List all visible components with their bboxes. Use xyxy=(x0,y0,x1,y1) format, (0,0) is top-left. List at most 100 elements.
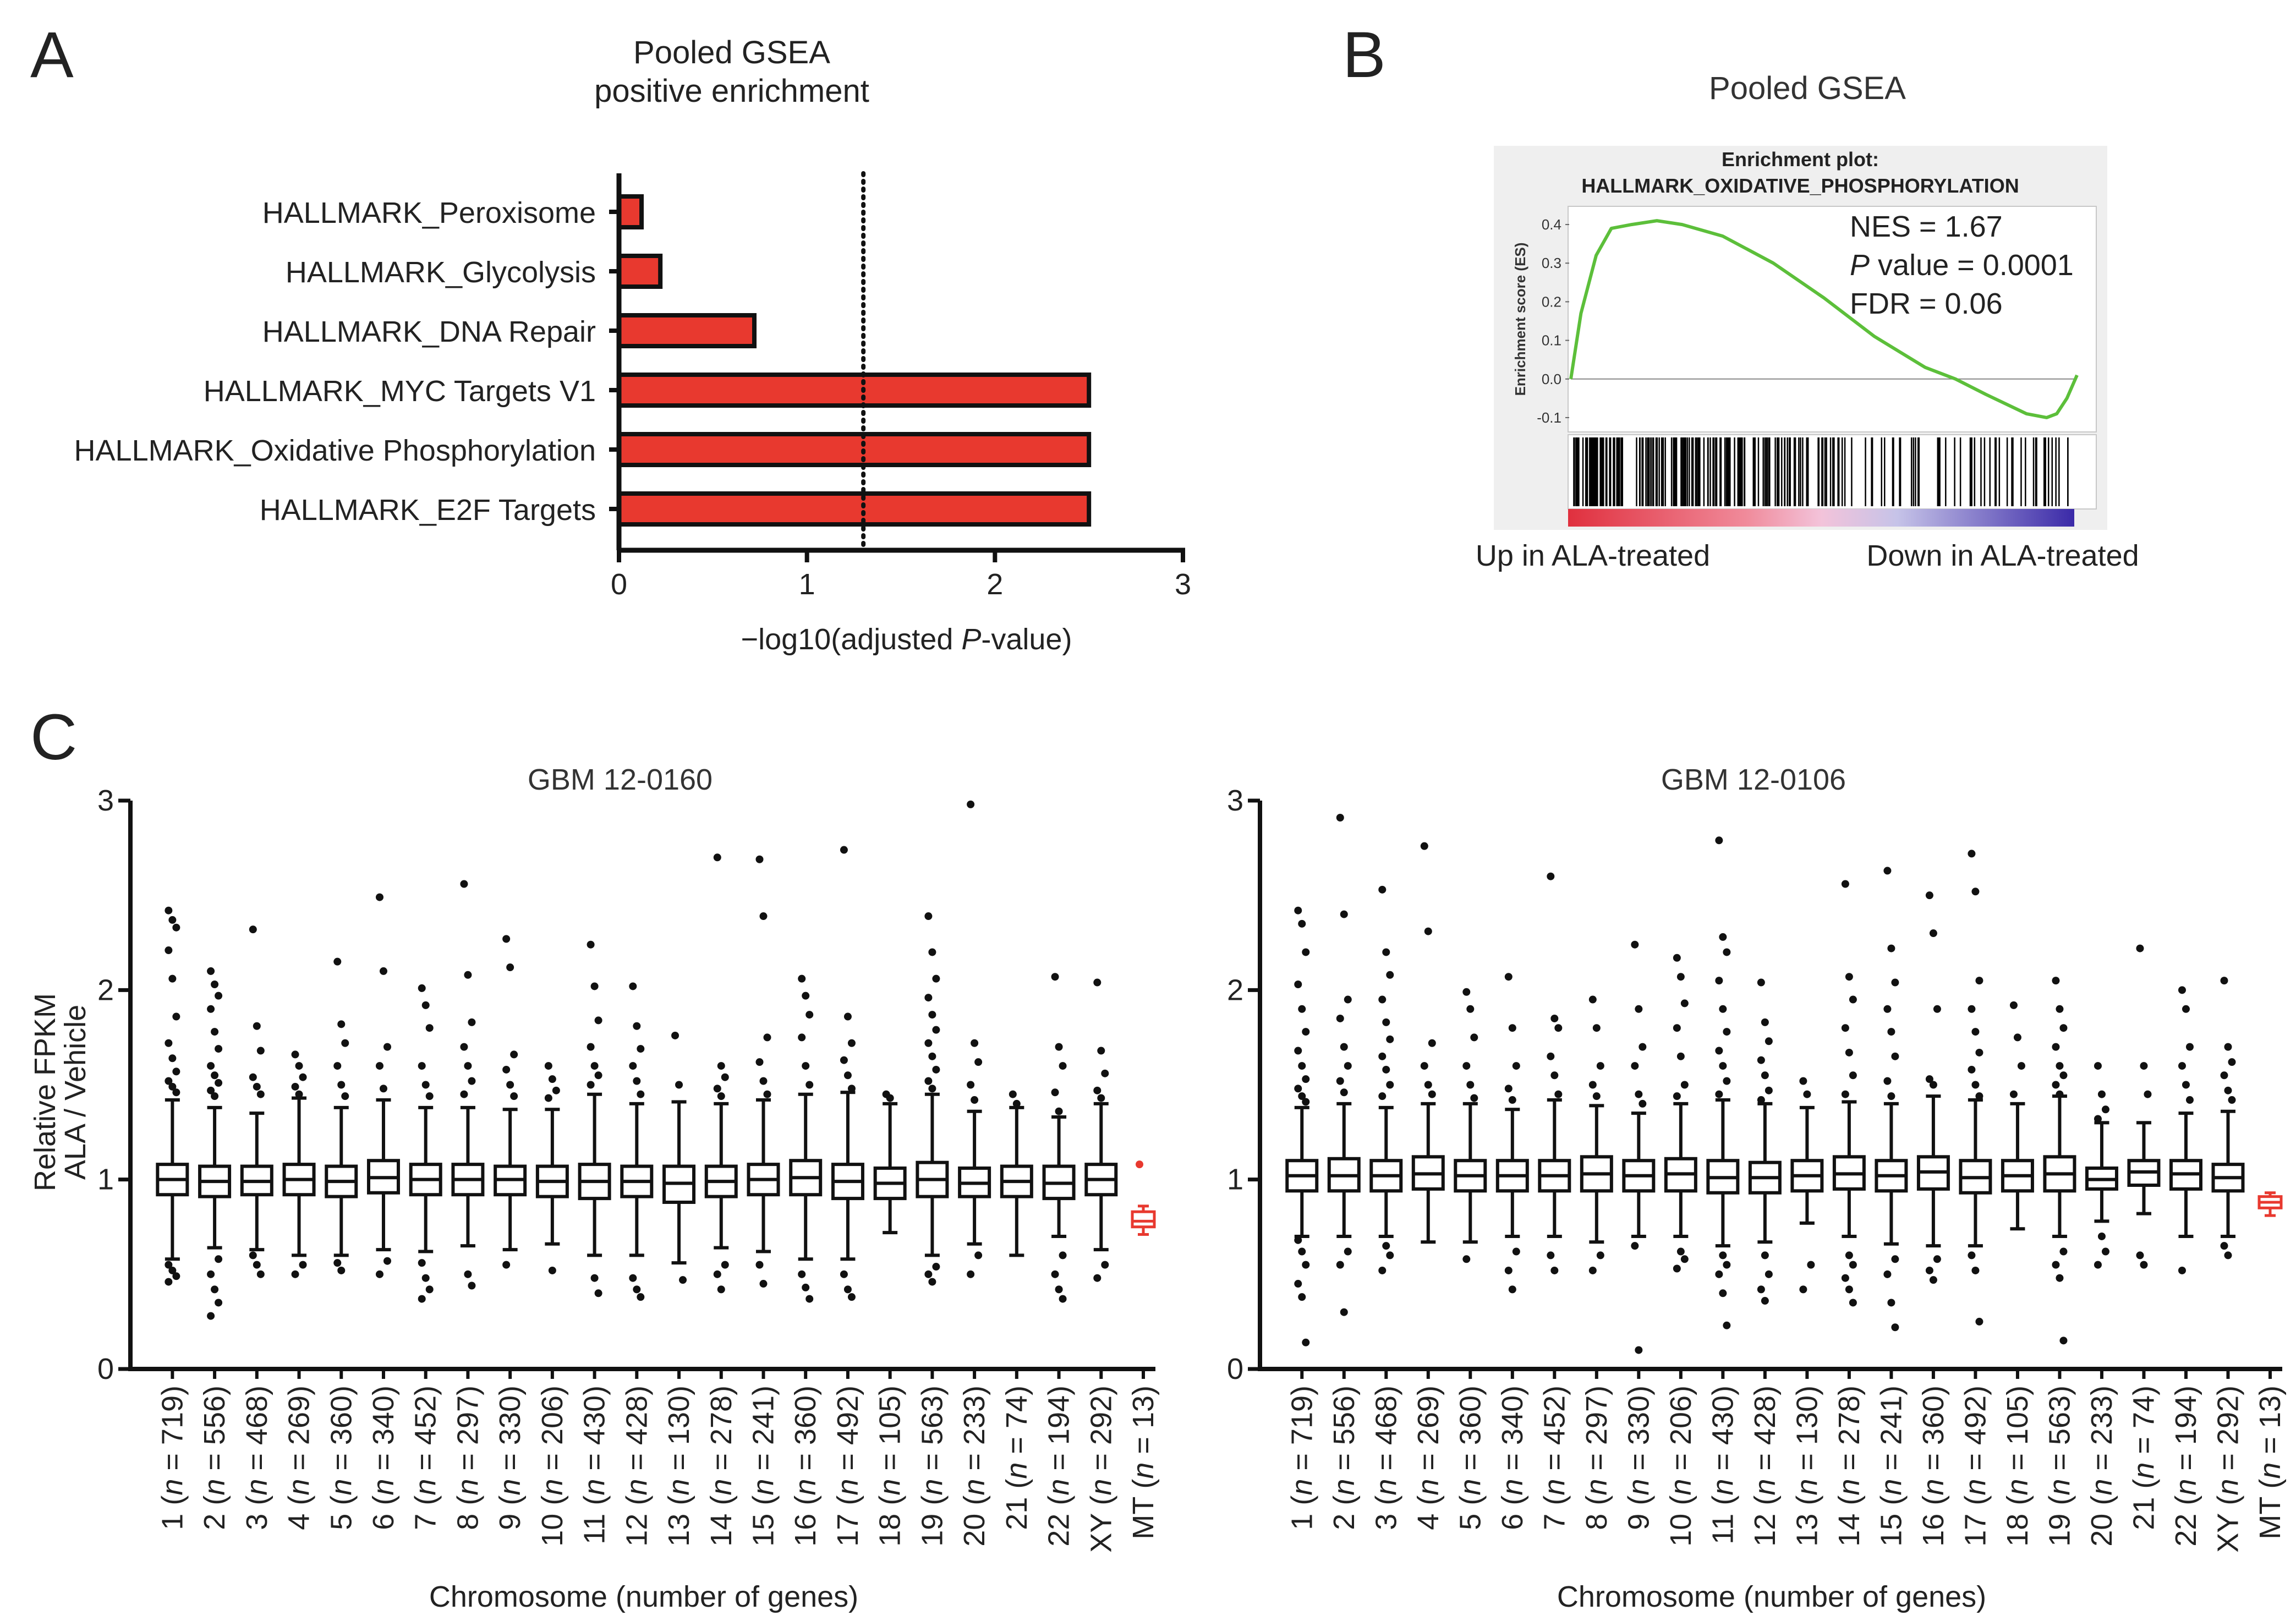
es-y-tick-label-0.2: 0.2 xyxy=(1542,293,1561,310)
x-tick-label-2: 2 (n = 556) xyxy=(198,1385,231,1530)
label-count: = 241) xyxy=(1875,1385,1908,1479)
label-chrom: 10 ( xyxy=(1664,1496,1697,1547)
x-tick-label-3: 3 (n = 468) xyxy=(240,1385,273,1530)
outlier-point xyxy=(1294,1236,1302,1244)
outlier-point xyxy=(1757,978,1765,987)
label-n-symbol: n xyxy=(283,1479,316,1496)
outlier-point xyxy=(1012,1099,1021,1108)
x-tick-label-1: 1 (n = 719) xyxy=(156,1385,189,1530)
outlier-point xyxy=(2178,1062,2186,1070)
outlier-point xyxy=(675,1081,683,1089)
outlier-point xyxy=(299,1261,307,1269)
outlier-point xyxy=(2136,1251,2144,1259)
label-count: = 194) xyxy=(1043,1385,1076,1479)
outlier-point xyxy=(464,971,472,979)
outlier-point xyxy=(1302,1338,1310,1346)
outlier-point xyxy=(168,1266,177,1274)
outlier-point xyxy=(2224,1043,2232,1051)
x-tick-label-8: 8 (n = 297) xyxy=(1580,1385,1613,1530)
outlier-point xyxy=(207,967,215,975)
es-y-tick-label-0.0: 0.0 xyxy=(1542,371,1561,387)
outlier-point xyxy=(2094,1115,2102,1123)
x-tick-label-21: 21 (n = 74) xyxy=(2127,1385,2160,1530)
label-n-symbol: n xyxy=(1127,1463,1160,1479)
label-n-symbol: n xyxy=(536,1479,569,1496)
outlier-point xyxy=(2059,1071,2068,1080)
label-chrom: MT ( xyxy=(1127,1479,1160,1540)
outlier-point xyxy=(249,1251,257,1259)
outlier-point xyxy=(1298,1293,1306,1301)
bar-1 xyxy=(617,194,644,229)
outlier-point xyxy=(1933,1005,1941,1013)
outlier-point xyxy=(2220,977,2228,985)
label-n-symbol: n xyxy=(831,1479,864,1496)
outlier-point xyxy=(418,984,426,992)
label-count: = 360) xyxy=(1917,1385,1950,1479)
label-n-symbol: n xyxy=(325,1479,358,1496)
outlier-point xyxy=(2178,1266,2186,1274)
outlier-point xyxy=(1470,1033,1478,1042)
outlier-point xyxy=(165,1039,173,1047)
label-n-symbol: n xyxy=(1875,1479,1908,1496)
outlier-point xyxy=(1302,948,1310,956)
outlier-point xyxy=(2136,944,2144,952)
outlier-point xyxy=(2009,1001,2018,1009)
label-chrom: 2 ( xyxy=(198,1496,231,1530)
label-chrom: 16 ( xyxy=(1917,1496,1950,1547)
outlier-point xyxy=(1715,977,1723,985)
outlier-point xyxy=(2017,1062,2025,1070)
outlier-point xyxy=(1378,1052,1387,1060)
outlier-point xyxy=(840,1270,848,1278)
x-tick-label-3: 3 xyxy=(1175,568,1191,601)
x-tick-label-6: 6 (n = 340) xyxy=(367,1385,400,1530)
label-n-symbol: n xyxy=(747,1479,780,1496)
outlier-point xyxy=(1382,1242,1390,1250)
label-n-symbol: n xyxy=(1622,1479,1655,1496)
outlier-point xyxy=(1841,880,1849,888)
label-n-symbol: n xyxy=(662,1479,695,1496)
outlier-point xyxy=(1971,1266,1980,1274)
outlier-point xyxy=(1765,1037,1773,1045)
outlier-point xyxy=(1298,919,1306,928)
label-count: = 297) xyxy=(1580,1385,1613,1479)
outlier-point xyxy=(506,1081,514,1089)
label-n-symbol: n xyxy=(1328,1479,1361,1496)
outlier-point xyxy=(843,1285,852,1294)
outlier-point xyxy=(713,1270,721,1278)
outlier-point xyxy=(671,1031,680,1039)
outlier-point xyxy=(299,1073,307,1081)
outlier-point xyxy=(805,1011,814,1019)
outlier-point xyxy=(755,1058,764,1066)
outlier-point xyxy=(502,1065,511,1074)
x-tick-label-20: 20 (n = 233) xyxy=(958,1385,991,1547)
label-n-symbol: n xyxy=(2169,1479,2202,1496)
outlier-point xyxy=(1294,1085,1302,1093)
label-count: = 74) xyxy=(1000,1385,1033,1463)
outlier-point xyxy=(1378,885,1387,894)
label-n-symbol: n xyxy=(1454,1479,1487,1496)
outlier-point xyxy=(1336,1077,1344,1085)
x-tick-label-1: 1 xyxy=(799,568,815,601)
label-count: = 130) xyxy=(662,1385,695,1479)
outlier-point xyxy=(2228,1096,2236,1104)
outlier-point xyxy=(587,940,595,949)
label-n-symbol: n xyxy=(1369,1479,1402,1496)
outlier-point xyxy=(633,1022,641,1030)
label-count: = 269) xyxy=(283,1385,316,1479)
outlier-point xyxy=(253,1022,261,1030)
outlier-point xyxy=(468,1018,476,1026)
x-tick-label-9: 9 (n = 330) xyxy=(1622,1385,1655,1530)
fdr-annotation: FDR = 0.06 xyxy=(1850,287,2003,320)
outlier-point xyxy=(629,982,637,990)
outlier-point xyxy=(544,1062,552,1070)
x-tick-label-20: 20 (n = 233) xyxy=(2085,1385,2118,1547)
outlier-point xyxy=(1719,1289,1727,1297)
outlier-point xyxy=(1887,1092,1895,1100)
outlier-point xyxy=(1841,1090,1849,1098)
outlier-point xyxy=(256,1047,265,1055)
outlier-point xyxy=(207,1086,215,1094)
outlier-point xyxy=(759,912,768,921)
outlier-point xyxy=(924,994,933,1002)
x-tick-label-14: 14 (n = 278) xyxy=(705,1385,738,1547)
outlier-point xyxy=(1462,1062,1471,1070)
